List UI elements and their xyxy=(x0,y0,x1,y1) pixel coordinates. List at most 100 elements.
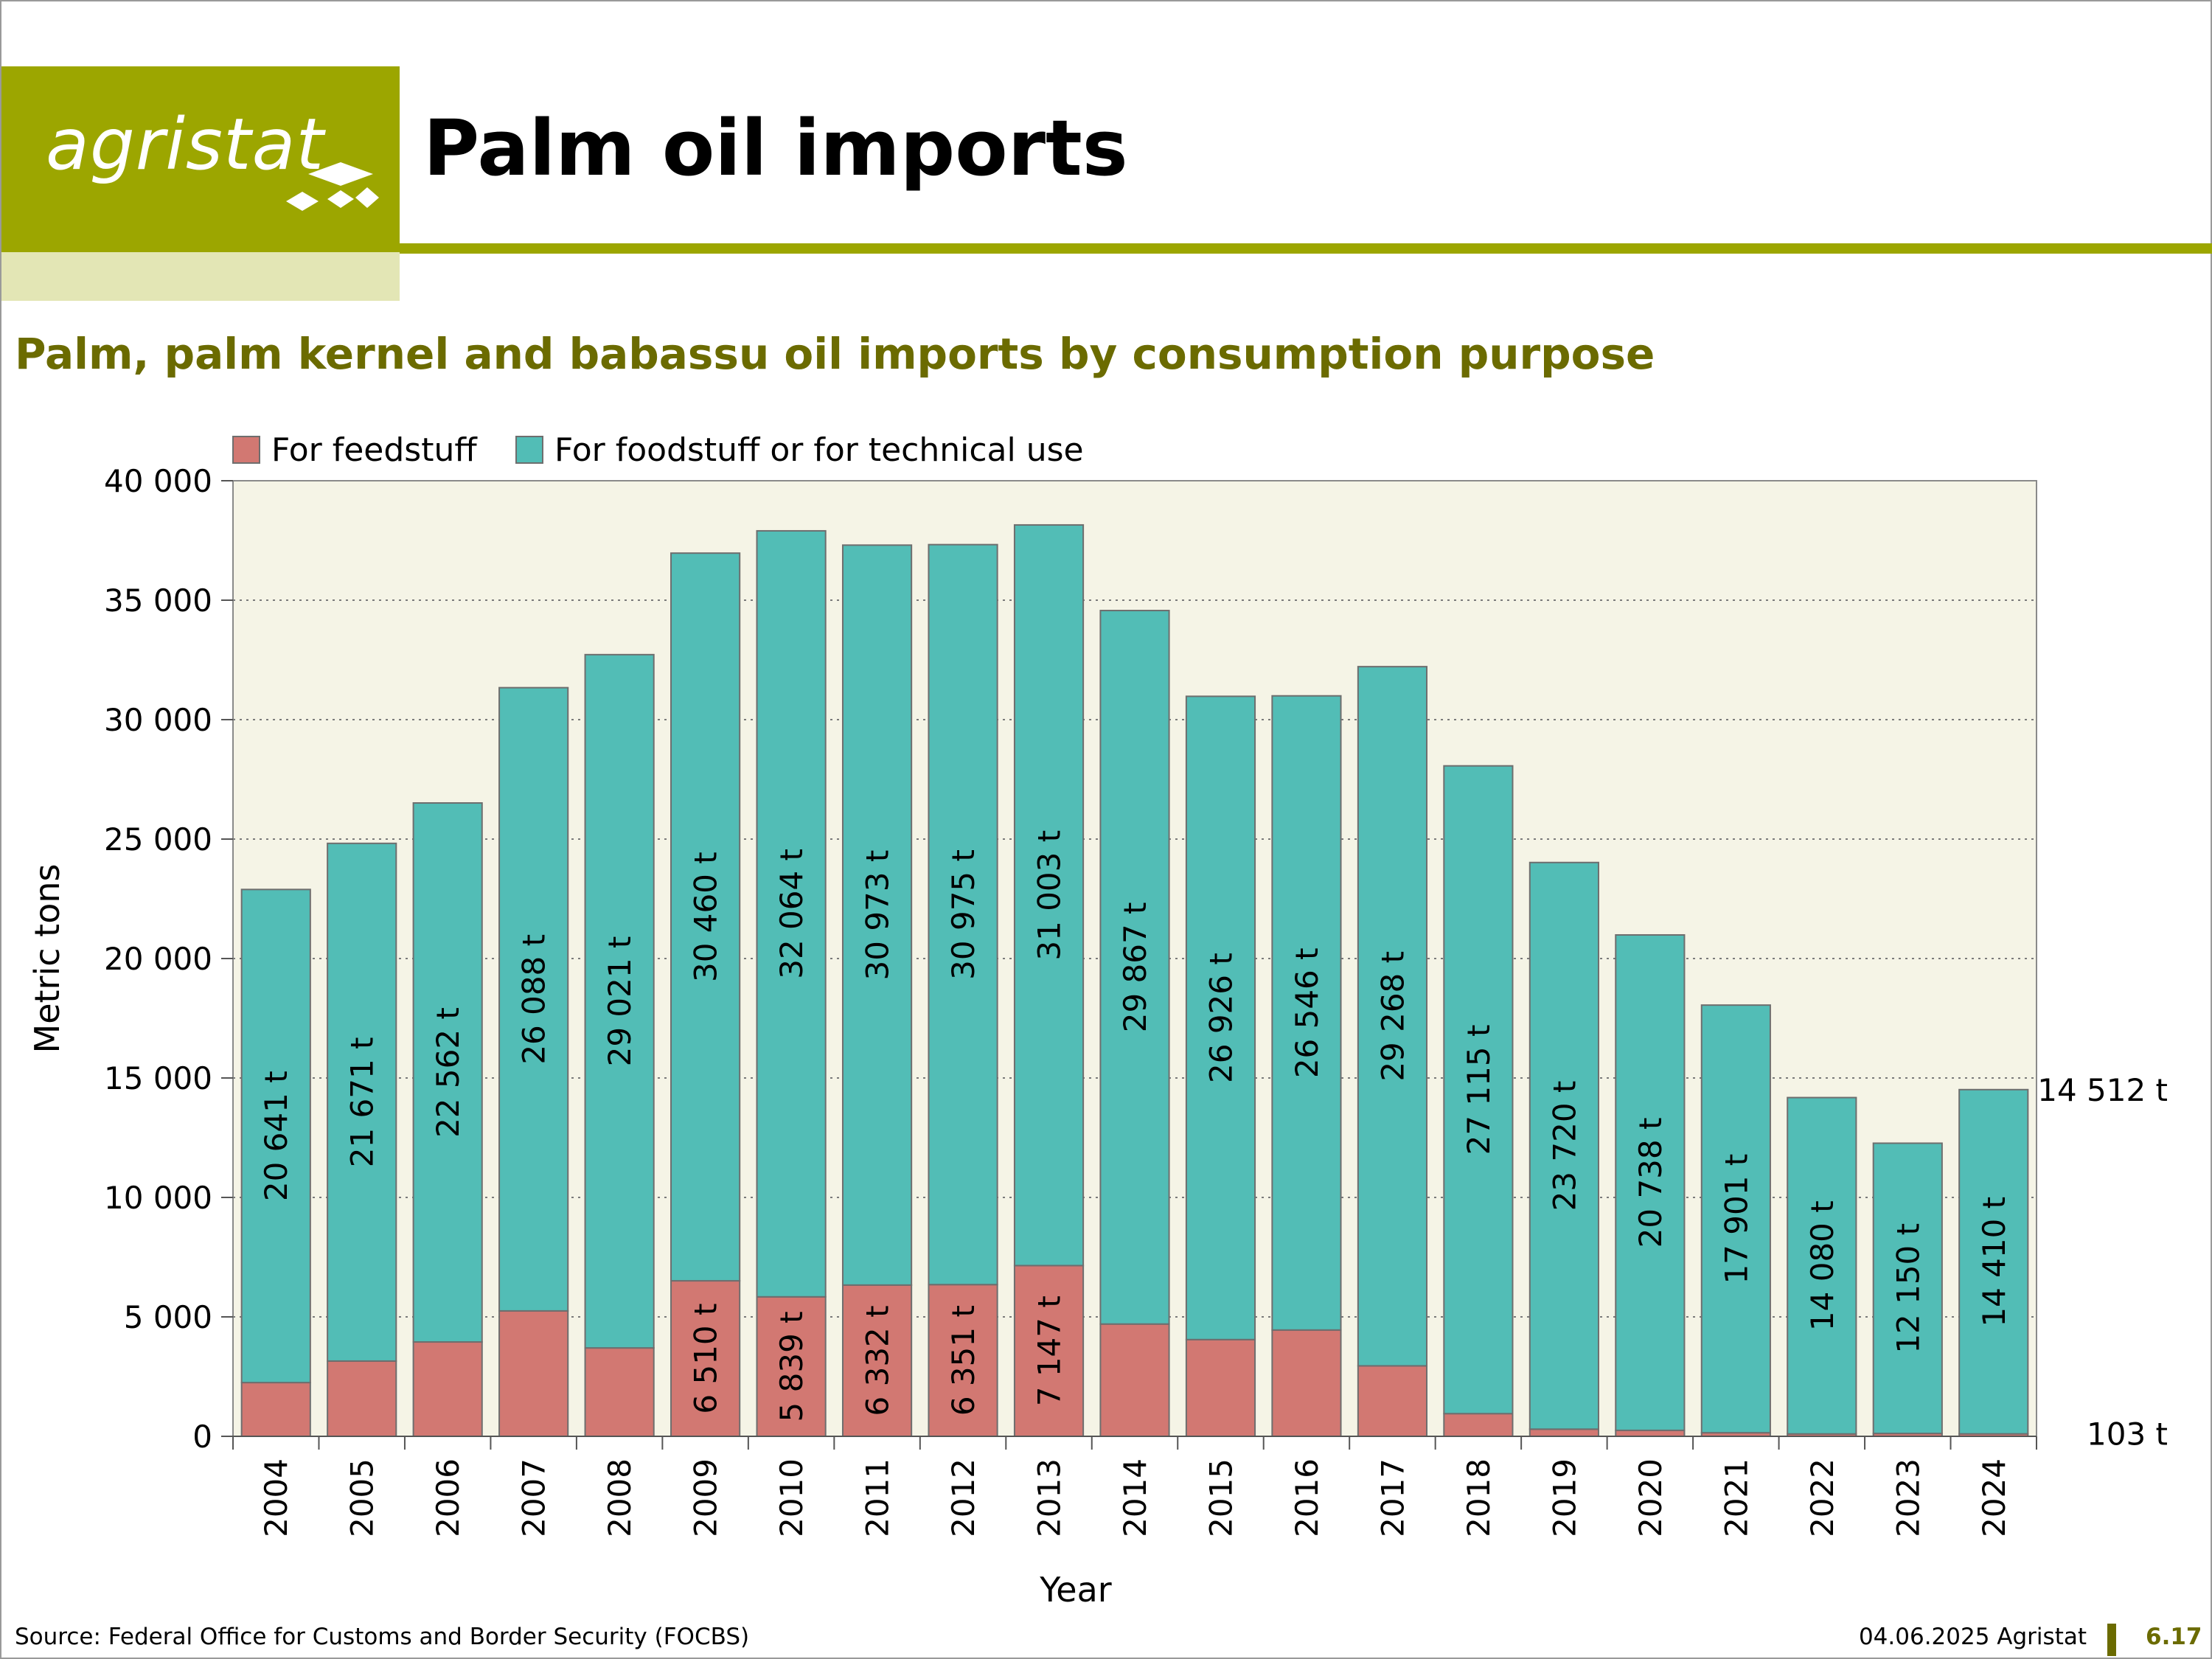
bar-data-label: 23 720 t xyxy=(1546,1081,1582,1211)
bar-foodstuff xyxy=(1357,666,1428,1367)
page-number: 6.17 xyxy=(2146,1624,2202,1650)
bar-feedstuff xyxy=(841,1284,913,1437)
bar-data-label: 32 064 t xyxy=(773,849,810,979)
logo-diamond-icon xyxy=(286,162,379,211)
bar-feedstuff xyxy=(1013,1265,1085,1438)
bar-data-label: 29 268 t xyxy=(1374,951,1411,1082)
annotation-label: 103 t xyxy=(2087,1416,2168,1453)
bar-foodstuff xyxy=(670,552,741,1282)
y-tick-label: 0 xyxy=(192,1419,212,1455)
x-tick-label: 2005 xyxy=(344,1458,380,1537)
chart-subtitle: Palm, palm kernel and babassu oil import… xyxy=(15,329,1655,379)
x-tick-label: 2023 xyxy=(1890,1458,1926,1537)
y-tick-label: 20 000 xyxy=(104,941,212,977)
x-tick-label: 2013 xyxy=(1032,1458,1068,1537)
x-axis-title: Year xyxy=(1039,1570,1111,1607)
bar-feedstuff xyxy=(498,1310,569,1438)
bar-data-label: 21 671 t xyxy=(344,1037,380,1167)
bar-data-label: 14 410 t xyxy=(1976,1197,2012,1327)
page-title: Palm oil imports xyxy=(423,103,1128,193)
bar-data-label: 14 080 t xyxy=(1804,1200,1840,1331)
bar-foodstuff xyxy=(1185,695,1256,1340)
bar-foodstuff xyxy=(928,543,998,1286)
source-note: Source: Federal Office for Customs and B… xyxy=(15,1624,750,1650)
y-axis-title: Metric tons xyxy=(27,864,67,1054)
bar-foodstuff xyxy=(412,802,483,1343)
x-tick-label: 2004 xyxy=(258,1458,294,1537)
bar-foodstuff xyxy=(1700,1004,1771,1434)
legend-swatch xyxy=(232,436,260,464)
bar-foodstuff xyxy=(1528,861,1599,1430)
bar-data-label: 27 115 t xyxy=(1461,1025,1497,1155)
x-tick-label: 2014 xyxy=(1117,1458,1153,1537)
x-tick-label: 2011 xyxy=(860,1458,896,1537)
legend-swatch xyxy=(515,436,543,464)
bar-data-label: 30 973 t xyxy=(860,850,896,981)
y-tick-label: 25 000 xyxy=(104,821,212,858)
bar-data-label: 7 147 t xyxy=(1032,1295,1068,1406)
footer-date: 04.06.2025 Agristat xyxy=(1858,1624,2087,1650)
x-tick-label: 2006 xyxy=(430,1458,466,1537)
x-tick-label: 2016 xyxy=(1289,1458,1325,1537)
y-tick-label: 10 000 xyxy=(104,1180,212,1216)
bar-data-label: 6 332 t xyxy=(860,1305,896,1416)
bar-data-label: 6 351 t xyxy=(945,1305,981,1416)
bar-foodstuff xyxy=(327,842,397,1362)
bar-feedstuff xyxy=(240,1382,311,1437)
bar-data-label: 6 510 t xyxy=(688,1304,724,1414)
bar-data-label: 5 839 t xyxy=(773,1311,810,1422)
x-tick-label: 2017 xyxy=(1374,1458,1411,1537)
bar-feedstuff xyxy=(584,1347,655,1437)
bar-feedstuff xyxy=(412,1341,483,1438)
bar-feedstuff xyxy=(928,1284,998,1437)
bar-data-label: 30 975 t xyxy=(945,849,981,980)
y-tick-label: 40 000 xyxy=(104,463,212,499)
annotation-label: 14 512 t xyxy=(2037,1072,2168,1108)
bar-data-label: 31 003 t xyxy=(1032,830,1068,961)
bar-foodstuff xyxy=(1013,524,1085,1267)
y-tick-label: 30 000 xyxy=(104,702,212,738)
bar-data-label: 17 901 t xyxy=(1718,1154,1754,1284)
bar-feedstuff xyxy=(1615,1429,1686,1438)
x-tick-label: 2022 xyxy=(1804,1458,1840,1537)
bar-foodstuff xyxy=(584,653,655,1349)
axes-group: 0 5 000 10 000 15 000 20 000 25 000 30 000 35 0… xyxy=(27,463,2037,1607)
x-tick-label: 2021 xyxy=(1718,1458,1754,1537)
bar-data-label: 12 150 t xyxy=(1890,1223,1926,1354)
bar-foodstuff xyxy=(1615,933,1686,1431)
logo-wordmark: agristat xyxy=(46,103,325,186)
legend-label: For feedstuff xyxy=(271,431,478,469)
header-rule xyxy=(400,243,2212,254)
x-tick-label: 2008 xyxy=(602,1458,638,1537)
bar-data-label: 26 088 t xyxy=(516,934,552,1065)
bar-data-label: 26 546 t xyxy=(1289,947,1325,1078)
annotations-group: 14 512 t 103 t xyxy=(2037,1072,2168,1453)
bar-data-label: 29 021 t xyxy=(602,936,638,1067)
bar-feedstuff xyxy=(1185,1338,1256,1438)
x-tick-label: 2010 xyxy=(773,1458,810,1537)
bar-feedstuff xyxy=(327,1360,397,1437)
bar-data-label: 20 738 t xyxy=(1632,1118,1669,1248)
bar-foodstuff xyxy=(756,529,827,1298)
bar-feedstuff xyxy=(1443,1413,1514,1437)
footer-divider xyxy=(2107,1624,2116,1656)
bar-foodstuff xyxy=(1271,695,1342,1331)
bar-feedstuff xyxy=(756,1295,827,1437)
bar-data-label: 26 926 t xyxy=(1203,953,1239,1083)
x-tick-label: 2015 xyxy=(1203,1458,1239,1537)
bar-data-label: 30 460 t xyxy=(688,852,724,982)
bar-foodstuff xyxy=(1443,765,1514,1415)
legend-label: For foodstuff or for technical use xyxy=(554,431,1084,469)
bar-feedstuff xyxy=(1099,1323,1170,1437)
bar-foodstuff xyxy=(1872,1142,1943,1435)
y-tick-label: 35 000 xyxy=(104,582,212,619)
bar-foodstuff xyxy=(498,686,569,1312)
bar-foodstuff xyxy=(841,544,913,1286)
bar-data-label: 22 562 t xyxy=(430,1007,466,1138)
bar-foodstuff xyxy=(240,888,311,1384)
x-tick-label: 2019 xyxy=(1546,1458,1582,1537)
y-tick-label: 5 000 xyxy=(124,1299,212,1335)
x-tick-label: 2024 xyxy=(1976,1458,2012,1537)
x-tick-label: 2007 xyxy=(516,1458,552,1537)
